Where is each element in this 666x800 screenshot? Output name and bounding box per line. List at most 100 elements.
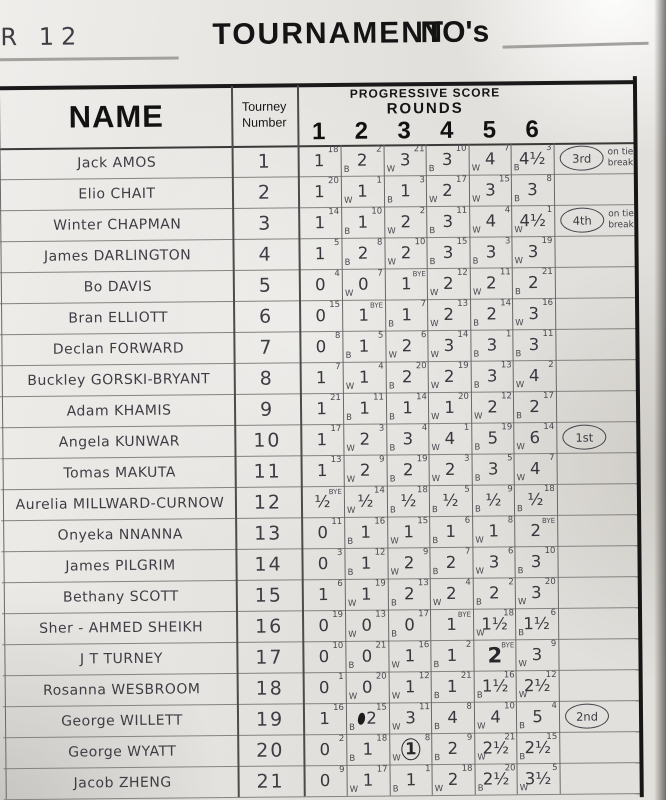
opponent-number: 21 bbox=[413, 144, 425, 155]
opponent-number: 1 bbox=[376, 175, 382, 186]
tourney-number-cell: 16 bbox=[236, 610, 302, 642]
score-value: 4½ bbox=[519, 210, 547, 231]
score-value: 2 bbox=[401, 367, 413, 387]
tourney-number-cell: 4 bbox=[232, 238, 298, 270]
score-cell-round-2: B 1 16 bbox=[344, 517, 387, 548]
score-value: 1 bbox=[403, 522, 415, 542]
score-value: 2 bbox=[401, 336, 413, 356]
tourney-number-column-header: Tourney Number bbox=[231, 85, 298, 146]
photo-edge-shadow bbox=[654, 0, 666, 800]
opponent-number: 19 bbox=[374, 578, 386, 589]
opponent-number: 3 bbox=[419, 175, 425, 186]
score-value: 3 bbox=[528, 304, 539, 324]
bye-marker: BYE bbox=[457, 610, 472, 619]
placing-note: on tie break bbox=[607, 147, 634, 168]
score-value: 2 bbox=[402, 460, 414, 480]
score-cell-round-4: B 3 11 bbox=[426, 206, 469, 237]
bye-marker: BYE bbox=[328, 487, 342, 497]
opponent-number: 19 bbox=[457, 360, 469, 371]
opponent-number: 11 bbox=[456, 205, 468, 216]
opponent-number: 1 bbox=[463, 422, 470, 433]
opponent-number: 2 bbox=[548, 359, 554, 370]
score-value: 0 bbox=[317, 523, 329, 543]
score-value: 2 bbox=[400, 212, 412, 232]
score-value: 2 bbox=[442, 180, 453, 200]
opponent-number: 14 bbox=[543, 421, 555, 433]
opponent-number: 21 bbox=[375, 640, 387, 651]
score-cell-round-3: W 2 10 bbox=[384, 237, 427, 268]
score-cell-round-2: B 1 11 bbox=[343, 393, 386, 424]
player-name-cell: J T TURNEY bbox=[6, 642, 236, 675]
score-cell-round-3: B 2 20 bbox=[386, 361, 429, 392]
player-name: George WILLETT bbox=[61, 711, 183, 730]
score-cell-round-4: W 2 13 bbox=[427, 299, 470, 330]
player-name-cell: Rosanna WESBROOM bbox=[7, 673, 237, 706]
opponent-number: 3 bbox=[464, 453, 470, 464]
opponent-number: 15 bbox=[417, 516, 429, 527]
opponent-number: 6 bbox=[420, 330, 427, 341]
score-cell-round-3: W 1 16 bbox=[388, 640, 431, 671]
opponent-number: 18 bbox=[503, 608, 515, 619]
opponent-number: 2 bbox=[419, 206, 426, 217]
score-cell-round-5: B 1½ 16 bbox=[474, 670, 517, 701]
table-row: Jacob ZHENG 21 0 9 W 1 17 B 1 1 W 2 18 B 2½ 20 W 3½ 5 bbox=[3, 762, 643, 799]
score-value: 2 bbox=[403, 584, 415, 604]
tourney-number: 11 bbox=[253, 460, 282, 483]
tourney-number: 1 bbox=[257, 150, 272, 173]
score-value: 1 bbox=[401, 305, 412, 325]
player-name-cell: Bo DAVIS bbox=[3, 270, 233, 303]
handwritten-age-group: R 12 bbox=[0, 22, 84, 52]
round-header-1: 1 bbox=[311, 118, 326, 146]
score-cell-round-5: B 3 13 bbox=[471, 360, 514, 391]
score-cell-round-3: 1 BYE bbox=[385, 268, 428, 299]
score-value: 1 bbox=[400, 181, 411, 201]
score-value: 2 bbox=[445, 552, 457, 572]
opponent-number: 3 bbox=[546, 142, 552, 153]
score-value: 1 bbox=[313, 151, 325, 171]
score-cell-round-6: B 3 10 bbox=[514, 546, 557, 577]
score-value: 0 bbox=[318, 678, 330, 698]
opponent-number: 2 bbox=[508, 577, 514, 588]
tourney-number-cell: 11 bbox=[235, 455, 301, 487]
score-value: 1 bbox=[360, 584, 372, 604]
score-value: 1 bbox=[314, 213, 326, 233]
round-header-4: 4 bbox=[439, 116, 454, 144]
opponent-number: 1 bbox=[505, 329, 512, 340]
player-name-cell: Elio CHAIT bbox=[2, 177, 232, 210]
score-cell-round-6: W 3½ 5 bbox=[516, 763, 559, 794]
score-value: 3 bbox=[488, 552, 500, 572]
score-value: 1 bbox=[405, 770, 417, 790]
opponent-number: 10 bbox=[455, 143, 467, 154]
score-value: 1 bbox=[357, 181, 368, 201]
score-cell-round-2: W 0 20 bbox=[346, 672, 389, 703]
score-value: 2 bbox=[447, 738, 459, 758]
score-value: 0 bbox=[319, 740, 331, 760]
score-value: 0 bbox=[361, 646, 373, 666]
opponent-number: 17 bbox=[455, 174, 467, 185]
player-name-cell: Angela KUNWAR bbox=[4, 425, 234, 458]
opponent-number: 9 bbox=[339, 764, 345, 775]
score-value: 5 bbox=[532, 707, 543, 727]
score-cell-round-4: W 2 12 bbox=[427, 268, 470, 299]
score-value: 0 bbox=[358, 274, 369, 294]
opponent-number: 12 bbox=[456, 267, 468, 278]
opponent-number: 10 bbox=[414, 237, 426, 248]
player-name: James PILGRIM bbox=[65, 557, 176, 575]
tourney-header-line1: Tourney bbox=[241, 99, 287, 115]
tourney-number: 21 bbox=[256, 770, 285, 793]
score-cell-round-5: B 5 19 bbox=[471, 422, 514, 453]
opponent-number: 3 bbox=[336, 547, 343, 558]
opponent-number: 2 bbox=[376, 144, 382, 155]
score-value: 2 bbox=[447, 769, 459, 789]
tourney-number-cell: 9 bbox=[234, 393, 300, 425]
score-value: 2 bbox=[357, 243, 369, 263]
